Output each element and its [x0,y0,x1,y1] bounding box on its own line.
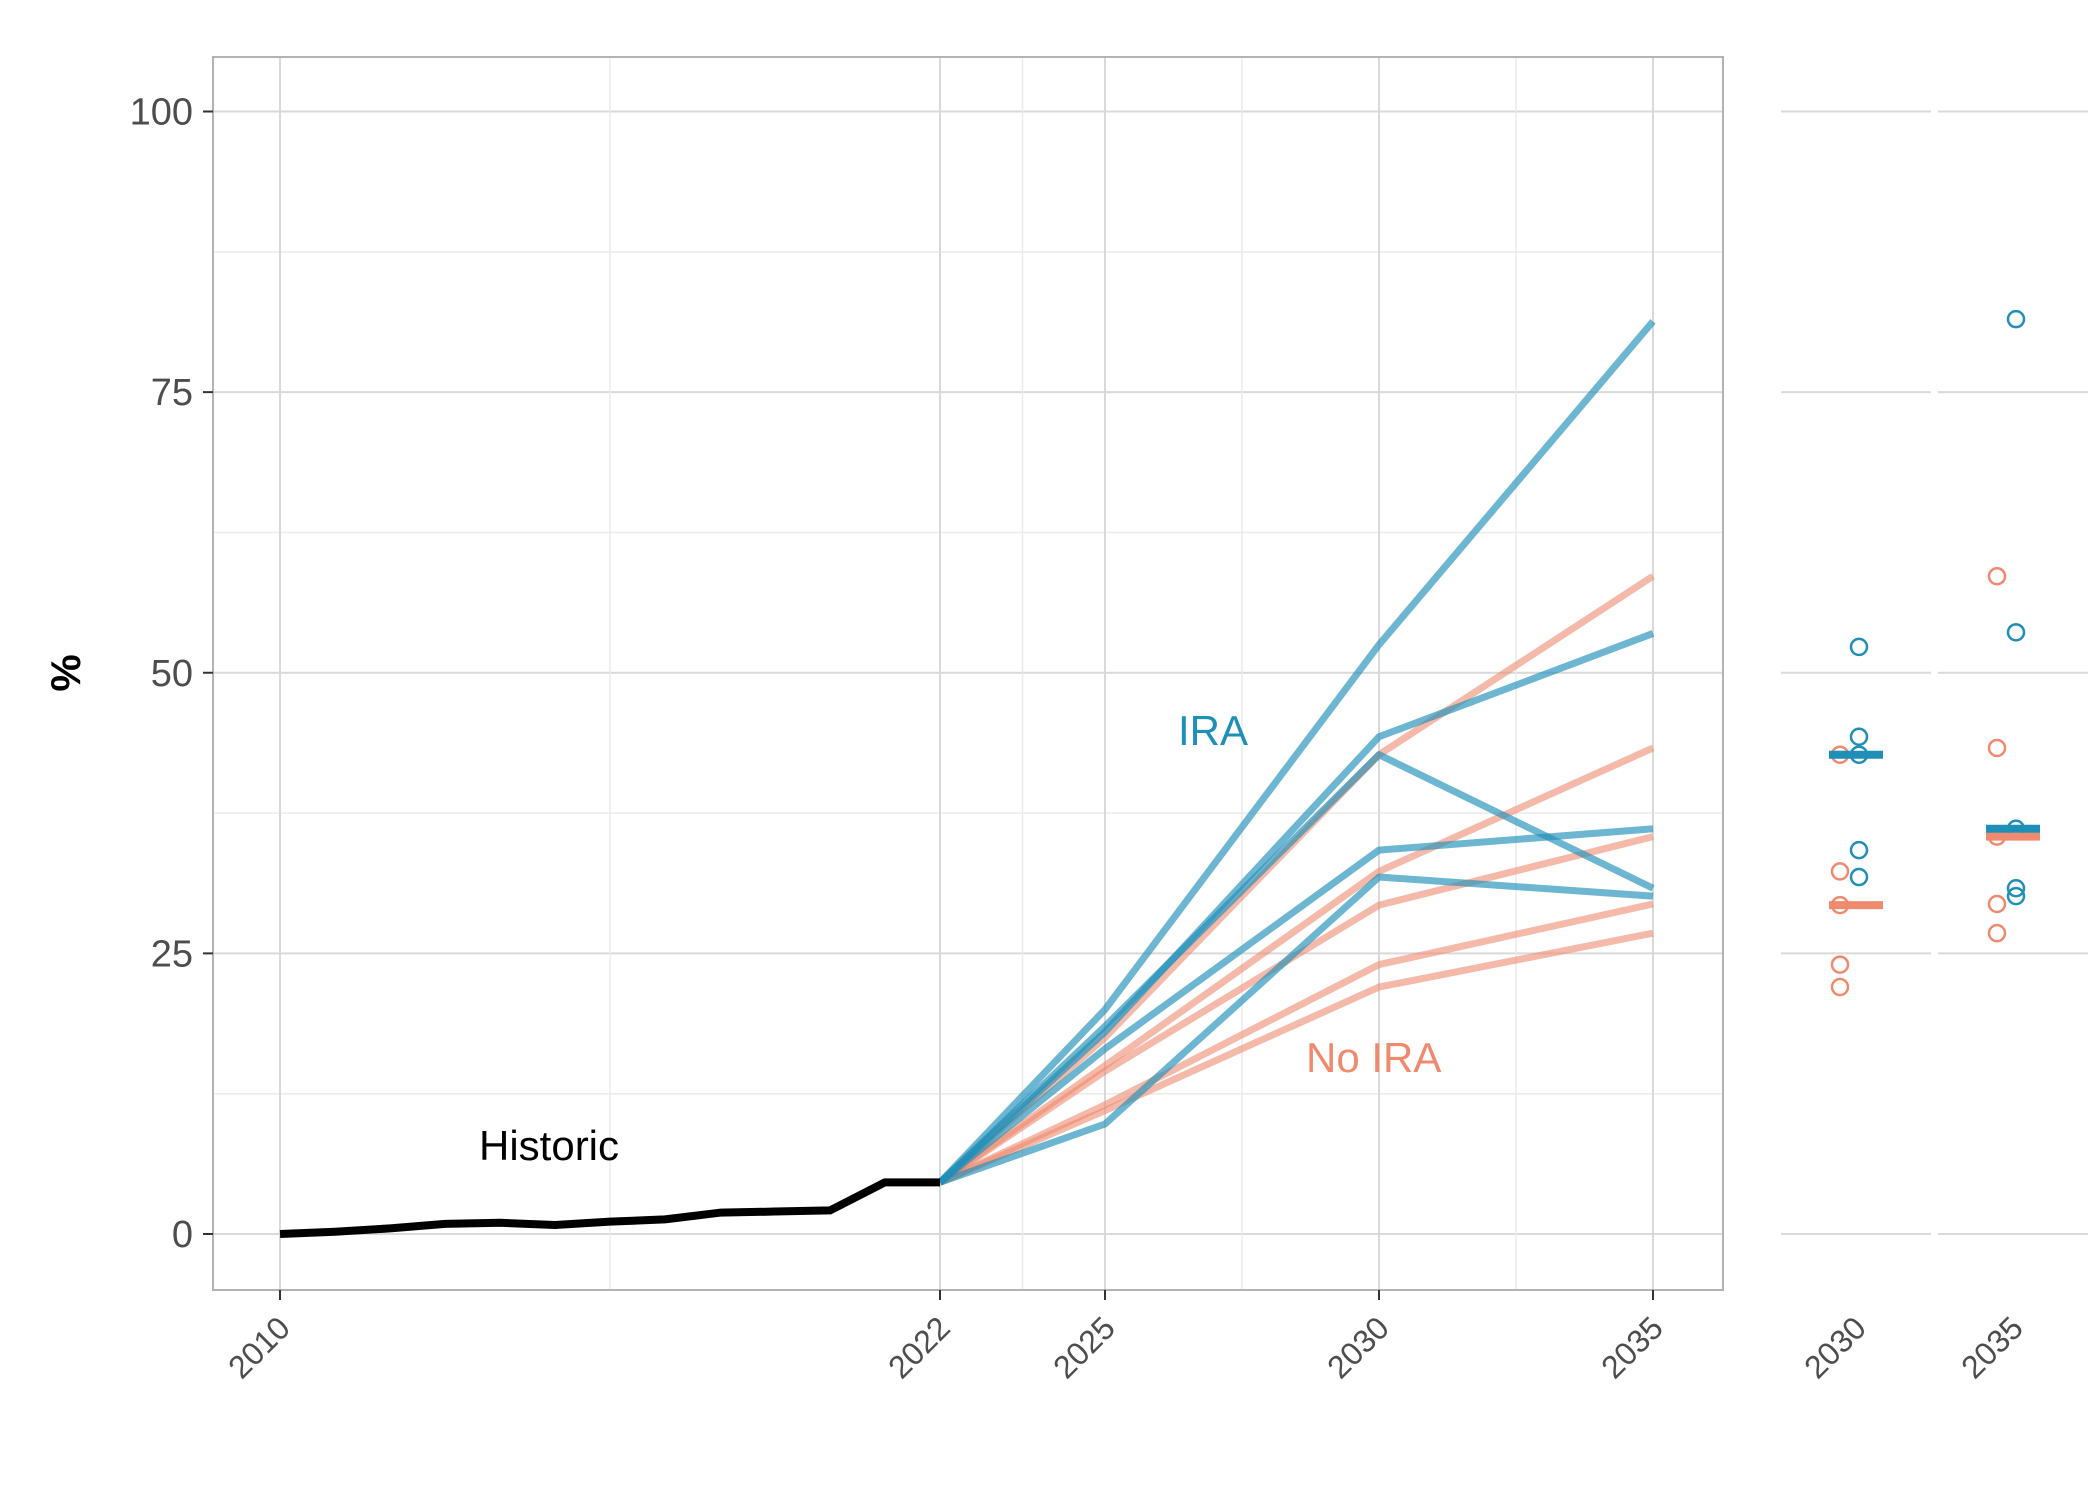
historic-line [279,1178,940,1238]
summary-x-label: 2030 [1797,1309,1873,1385]
x-axis-ticks: 2010 2022 2025 2030 2035 [221,1290,1670,1385]
ira-point [2006,879,2026,898]
historic-series [279,1178,940,1238]
ira-point [1849,867,1869,887]
y-tick-label: 100 [130,92,193,134]
y-tick-label: 75 [151,372,193,414]
grid [213,57,2088,1290]
no-ira-point [1987,738,2007,758]
ira-series [937,319,1656,1186]
x-tick-label: 2022 [881,1309,957,1385]
y-axis-ticks: 0 25 50 75 100 [130,92,213,1256]
annotation-no-ira: No IRA [1306,1034,1441,1081]
ira-line [937,319,1656,1185]
ira-point [1849,840,1869,860]
no-ira-line [938,929,1654,1186]
ira-point [1849,637,1869,657]
x-tick-label: 2035 [1594,1309,1670,1385]
no-ira-point [1830,862,1850,881]
ira-line [937,825,1654,1186]
no-ira-line [938,833,1654,1186]
annotation-historic: Historic [479,1122,619,1169]
no-ira-point [1830,955,1850,974]
y-tick-label: 25 [151,933,193,975]
ira-point [2006,623,2026,642]
ira-point [1849,727,1869,746]
no-ira-point [1987,566,2007,586]
summary-panel: 2030 2035 [1797,309,2040,1385]
ira-point [2006,886,2026,906]
ira-line [937,751,1655,1185]
no-ira-point [1987,923,2007,943]
annotation-ira: IRA [1178,707,1248,754]
ira-point [2006,309,2026,329]
summary-x-label: 2035 [1954,1309,2030,1385]
no-ira-line [938,900,1654,1186]
x-tick-label: 2030 [1320,1309,1396,1385]
y-tick-label: 0 [172,1214,193,1256]
no-ira-point [1830,977,1850,997]
no-ira-point [1987,894,2007,914]
y-axis-label: % [42,654,89,691]
ira-line [938,873,1654,1186]
y-tick-label: 50 [151,653,193,695]
x-tick-label: 2025 [1046,1309,1122,1385]
x-tick-label: 2010 [221,1309,297,1385]
